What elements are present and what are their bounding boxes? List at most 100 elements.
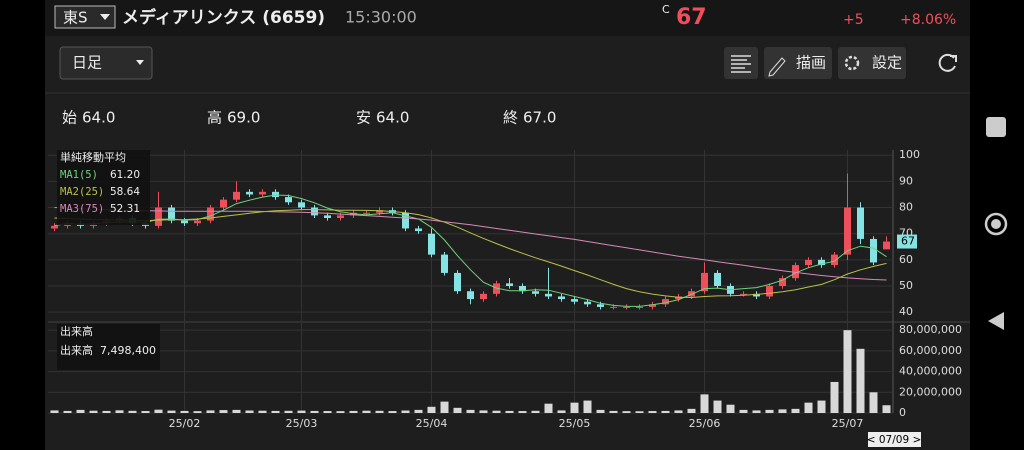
y-tick-label: 40 <box>899 305 913 318</box>
draw-button[interactable] <box>764 47 832 79</box>
candle-body <box>675 296 682 300</box>
volume-bar <box>284 410 293 413</box>
ohlc-label: 終 <box>503 109 518 127</box>
volume-bar <box>102 410 111 413</box>
volume-bar <box>310 410 319 413</box>
volume-bar <box>50 410 59 413</box>
volume-bar <box>479 410 488 413</box>
candle-body <box>441 254 448 273</box>
volume-bar <box>167 410 176 413</box>
candle-body <box>844 207 851 255</box>
volume-bar <box>739 409 748 413</box>
volume-bar <box>128 410 137 413</box>
volume-bar <box>765 409 774 413</box>
change: +5 <box>843 12 864 28</box>
ma-line <box>54 209 887 299</box>
overlay: 単純移動平均 MA1(5) 61.20 MA2(25) 58.64 MA3(75) 52.3… <box>57 150 921 447</box>
y-tick-label: 60,000,000 <box>899 344 962 357</box>
volume-legend-value: 7,498,400 <box>100 344 156 357</box>
volume-bar <box>427 406 436 413</box>
volume-bar <box>713 400 722 413</box>
candle-body <box>610 306 617 308</box>
volume-bar <box>193 411 202 413</box>
y-tick-label: 80,000,000 <box>899 323 962 336</box>
y-tick-label: 80 <box>899 201 913 214</box>
candle-body <box>311 207 318 216</box>
ma-line <box>54 207 887 281</box>
settings-button[interactable] <box>838 47 906 79</box>
volume-bar <box>362 410 371 413</box>
volume-bar <box>89 410 98 413</box>
candle-body <box>740 293 747 295</box>
home-button[interactable] <box>984 212 1008 236</box>
candle-body <box>545 293 552 297</box>
ohlc-value: 64.0 <box>376 109 409 127</box>
refresh-arrow <box>950 55 957 62</box>
volume-bar <box>882 405 891 413</box>
volume-bar <box>76 409 85 413</box>
ohlc-value: 67.0 <box>523 109 556 127</box>
time: 15:30:00 <box>345 8 417 27</box>
dropdown-arrow <box>100 14 110 20</box>
legend-name: MA1(5) <box>60 169 98 181</box>
volume-bar <box>596 409 605 413</box>
volume-bar <box>492 410 501 413</box>
candle-body <box>415 228 422 232</box>
ma-legend-title: 単純移動平均 <box>60 150 126 164</box>
candle-body <box>571 299 578 302</box>
volume-bar <box>115 410 124 413</box>
indicator-button[interactable] <box>724 47 758 79</box>
candle-body <box>688 291 695 297</box>
candle-body <box>194 220 201 224</box>
candle-body <box>259 191 266 195</box>
dropdown-arrow <box>136 60 144 65</box>
volume-bar <box>557 410 566 413</box>
recent-apps-button[interactable] <box>986 117 1006 137</box>
volume-bar <box>622 411 631 413</box>
volume-bar <box>336 411 345 413</box>
volume-bar <box>323 411 332 413</box>
volume-bar <box>375 410 384 413</box>
ohlc-value: 69.0 <box>227 109 260 127</box>
volume-bar <box>453 407 462 413</box>
ohlc-label: 安 <box>356 109 371 127</box>
candle-body <box>298 202 305 208</box>
volume-bar <box>856 348 865 413</box>
candle-body <box>272 191 279 198</box>
ma-line <box>54 194 887 307</box>
y-tick-label: 40,000,000 <box>899 365 962 378</box>
exchange-select[interactable] <box>54 5 116 29</box>
home-dot <box>991 219 1001 229</box>
settings-label: 設定 <box>872 54 902 72</box>
ohlc-value: 64.0 <box>82 109 115 127</box>
top-bar <box>45 0 970 36</box>
refresh-icon[interactable] <box>938 53 956 72</box>
volume-bar <box>700 394 709 413</box>
candle-body <box>883 241 890 250</box>
candle-body <box>285 197 292 203</box>
volume-bar <box>531 410 540 413</box>
candle-body <box>870 238 877 263</box>
y-tick-label: 50 <box>899 279 913 292</box>
y-tick-label: 60 <box>899 253 913 266</box>
candle-body <box>155 207 162 226</box>
price: 67 <box>676 5 707 30</box>
volume-bar <box>583 400 592 413</box>
volume-bar <box>752 410 761 413</box>
volume-bar <box>518 411 527 413</box>
volume-bar <box>609 410 618 413</box>
back-button[interactable] <box>988 312 1004 330</box>
candle-body <box>805 259 812 266</box>
x-tick-label: 25/02 <box>169 417 201 430</box>
volume-bar <box>843 330 852 413</box>
period-select[interactable] <box>59 46 153 80</box>
c-label: C <box>662 3 670 16</box>
period: 日足 <box>72 54 102 72</box>
volume-bar <box>388 411 397 413</box>
volume-bar <box>648 411 657 413</box>
candle-body <box>701 272 708 292</box>
candle-body <box>324 215 331 218</box>
volume-bar <box>440 401 449 413</box>
volume-bar <box>154 409 163 413</box>
